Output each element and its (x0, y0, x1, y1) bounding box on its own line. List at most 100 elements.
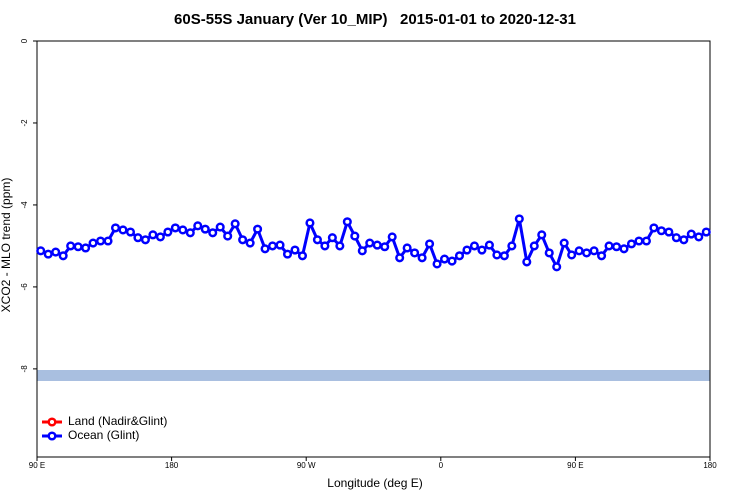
point (626, 239, 637, 249)
point (432, 259, 442, 269)
point (133, 233, 143, 243)
point (140, 235, 150, 245)
x-axis-label: Longitude (deg E) (327, 476, 422, 490)
coverage-band (37, 370, 710, 381)
y-tick-label: -8 (20, 365, 29, 373)
point (253, 224, 263, 234)
point (537, 230, 547, 240)
point (484, 240, 494, 250)
point (268, 241, 278, 251)
point (380, 242, 390, 252)
point (454, 251, 465, 261)
point (507, 241, 517, 251)
point (223, 231, 233, 241)
point (604, 241, 614, 251)
point (230, 219, 240, 229)
legend-label: Ocean (Glint) (68, 428, 139, 442)
point (200, 224, 210, 234)
point (634, 236, 644, 246)
point (671, 233, 681, 243)
y-tick-label: -6 (20, 283, 29, 291)
point (208, 228, 218, 238)
point (88, 238, 98, 248)
x-tick-label: 0 (439, 461, 444, 470)
point (656, 226, 666, 236)
x-tick-label: 90 W (297, 461, 316, 470)
point (125, 227, 136, 237)
point (597, 251, 607, 261)
point (96, 236, 106, 246)
point (395, 253, 405, 263)
point (110, 223, 121, 233)
point (582, 248, 592, 258)
point (544, 248, 554, 258)
point (552, 262, 562, 272)
legend-marker (47, 431, 57, 441)
point (372, 240, 382, 250)
point (694, 232, 704, 242)
point (320, 241, 330, 251)
point (118, 225, 128, 235)
point (567, 250, 577, 260)
point (185, 228, 195, 238)
point (574, 246, 584, 256)
point (51, 247, 61, 257)
point (238, 235, 248, 245)
point (305, 218, 315, 228)
point (260, 244, 270, 254)
point (357, 246, 367, 256)
point (365, 238, 375, 248)
point (178, 225, 188, 235)
point (103, 236, 113, 246)
point (297, 251, 308, 261)
x-tick-label: 90 E (29, 461, 45, 470)
y-tick-label: -4 (20, 201, 29, 209)
point (679, 235, 689, 245)
point (611, 242, 622, 252)
legend-marker (47, 417, 57, 427)
point (417, 253, 427, 263)
point (155, 232, 165, 242)
point (342, 217, 352, 227)
point (350, 231, 360, 241)
point (492, 250, 502, 260)
point (469, 241, 480, 251)
point (81, 243, 91, 253)
x-tick-label: 90 E (567, 461, 583, 470)
point (73, 242, 83, 252)
x-tick-label: 180 (703, 461, 717, 470)
y-tick-label: 0 (20, 38, 29, 43)
point (327, 233, 337, 243)
y-axis-label: XCO2 - MLO trend (ppm) (0, 178, 13, 313)
chart-title: 60S-55S January (Ver 10_MIP) 2015-01-01 … (174, 11, 576, 28)
point (410, 248, 420, 258)
point (66, 241, 76, 251)
point (335, 241, 345, 251)
point (499, 251, 509, 261)
point (701, 227, 711, 237)
x-tick-label: 180 (165, 461, 179, 470)
point (641, 236, 651, 246)
point (686, 229, 696, 239)
point (387, 232, 397, 242)
point (58, 251, 68, 261)
point (425, 239, 435, 249)
point (522, 257, 532, 267)
point (36, 246, 46, 256)
legend-label: Land (Nadir&Glint) (68, 414, 167, 428)
point (402, 243, 412, 253)
point (43, 249, 53, 259)
point (477, 245, 487, 255)
y-tick-label: -2 (20, 119, 29, 127)
point (290, 245, 300, 255)
point (529, 241, 539, 251)
point (312, 235, 322, 245)
point (619, 244, 629, 254)
point (245, 238, 255, 248)
point (462, 245, 472, 255)
point (559, 238, 569, 248)
point (282, 249, 293, 259)
point (170, 223, 180, 233)
point (439, 254, 450, 264)
